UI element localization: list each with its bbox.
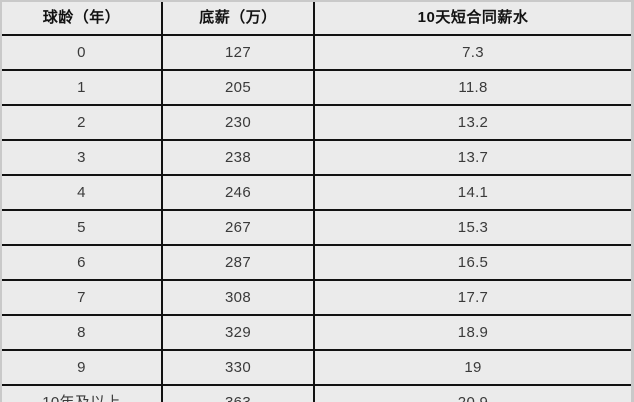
table-row: 9 330 19 [2,350,631,386]
cell-short-contract: 19 [314,350,631,386]
cell-short-contract: 17.7 [314,280,631,316]
cell-base-salary: 246 [162,175,315,211]
table-body: 0 127 7.3 1 205 11.8 2 230 13.2 3 238 13… [2,35,631,402]
cell-age: 3 [2,140,163,176]
cell-short-contract: 11.8 [314,70,631,106]
column-header-short-contract-salary: 10天短合同薪水 [314,2,631,36]
cell-age: 6 [2,245,163,281]
table-row: 6 287 16.5 [2,245,631,281]
table-row: 2 230 13.2 [2,105,631,141]
cell-short-contract: 7.3 [314,35,631,71]
cell-base-salary: 363 [162,385,315,402]
cell-base-salary: 329 [162,315,315,351]
cell-short-contract: 18.9 [314,315,631,351]
cell-base-salary: 287 [162,245,315,281]
column-header-age: 球龄（年） [2,2,163,36]
cell-short-contract: 13.2 [314,105,631,141]
cell-base-salary: 230 [162,105,315,141]
cell-age: 7 [2,280,163,316]
table-row: 4 246 14.1 [2,175,631,211]
cell-short-contract: 20.9 [314,385,631,402]
table-row: 7 308 17.7 [2,280,631,316]
table-header: 球龄（年） 底薪（万） 10天短合同薪水 [2,2,631,36]
header-row: 球龄（年） 底薪（万） 10天短合同薪水 [2,2,631,36]
cell-base-salary: 238 [162,140,315,176]
cell-short-contract: 14.1 [314,175,631,211]
cell-short-contract: 15.3 [314,210,631,246]
cell-base-salary: 330 [162,350,315,386]
table-row: 8 329 18.9 [2,315,631,351]
cell-short-contract: 13.7 [314,140,631,176]
cell-age: 0 [2,35,163,71]
table-row: 10年及以上 363 20.9 [2,385,631,402]
cell-age: 2 [2,105,163,141]
cell-age: 8 [2,315,163,351]
table-row: 3 238 13.7 [2,140,631,176]
cell-base-salary: 308 [162,280,315,316]
cell-base-salary: 127 [162,35,315,71]
cell-age: 10年及以上 [2,385,163,402]
cell-age: 1 [2,70,163,106]
column-header-base-salary: 底薪（万） [162,2,315,36]
cell-age: 5 [2,210,163,246]
table-row: 1 205 11.8 [2,70,631,106]
cell-base-salary: 267 [162,210,315,246]
table-row: 5 267 15.3 [2,210,631,246]
cell-age: 4 [2,175,163,211]
table-row: 0 127 7.3 [2,35,631,71]
cell-age: 9 [2,350,163,386]
cell-short-contract: 16.5 [314,245,631,281]
cell-base-salary: 205 [162,70,315,106]
